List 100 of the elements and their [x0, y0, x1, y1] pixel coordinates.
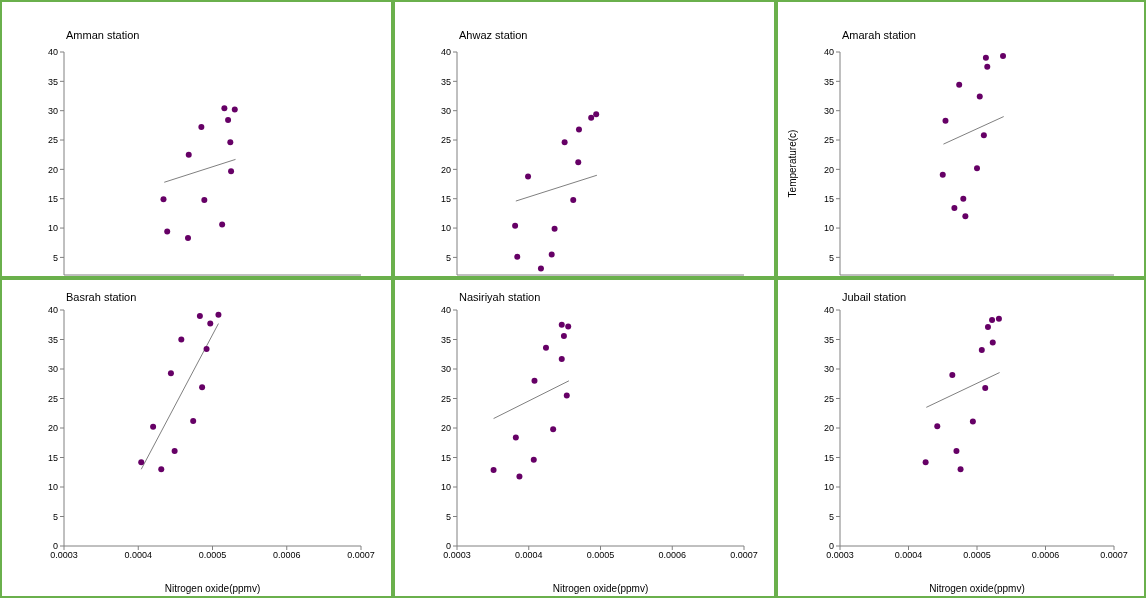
point — [980, 132, 987, 139]
point — [939, 171, 946, 178]
point — [185, 235, 191, 242]
x-tick-label: 0.0006 — [272, 550, 301, 561]
point — [560, 332, 567, 339]
point — [989, 339, 996, 346]
point — [531, 377, 538, 384]
point — [962, 213, 969, 220]
y-tick-label: 5 — [445, 252, 451, 263]
point — [984, 63, 991, 70]
y-tick-label: 0 — [445, 541, 451, 552]
point — [976, 93, 983, 100]
y-tick-label: 40 — [823, 47, 834, 58]
y-tick-label: 15 — [47, 193, 58, 204]
x-tick-label: 0.0007 — [1100, 550, 1128, 561]
y-tick-label: 15 — [47, 452, 58, 463]
point — [516, 473, 523, 480]
y-tick-label: 35 — [823, 334, 834, 345]
y-tick-label: 35 — [440, 334, 451, 345]
y-tick-label: 25 — [440, 393, 451, 404]
y-tick-label: 15 — [440, 193, 451, 204]
point — [207, 320, 214, 327]
point — [158, 466, 165, 473]
point — [575, 159, 582, 166]
y-tick-label: 5 — [828, 252, 834, 263]
point — [225, 117, 232, 124]
x-tick-label: 0.0006 — [1031, 550, 1060, 561]
point — [956, 81, 963, 88]
y-tick-label: 30 — [440, 105, 451, 116]
point — [525, 173, 532, 180]
x-tick-label: 0.0005 — [198, 550, 227, 561]
point — [960, 195, 967, 202]
point — [228, 168, 235, 175]
point — [593, 111, 600, 118]
point — [989, 317, 996, 324]
x-tick-label: 0.0004 — [894, 550, 923, 561]
y-tick-label: 30 — [47, 364, 58, 375]
y-tick-label: 20 — [823, 423, 834, 434]
y-tick-label: 5 — [52, 252, 58, 263]
point — [550, 426, 557, 433]
point — [957, 466, 964, 473]
y-tick-label: 20 — [440, 164, 451, 175]
y-tick-label: 30 — [440, 364, 451, 375]
y-tick-label: 10 — [823, 223, 834, 234]
y-tick-label: 20 — [440, 423, 451, 434]
point — [171, 448, 178, 455]
point — [575, 126, 582, 133]
chart-title: Amman station — [66, 29, 140, 41]
y-tick-label: 40 — [47, 47, 58, 58]
x-axis-title: Nitrogen oxide(ppmv) — [929, 583, 1025, 594]
y-tick-label: 25 — [47, 393, 58, 404]
point — [185, 151, 192, 158]
point — [227, 139, 234, 146]
chart-title: Amarah station — [842, 29, 916, 41]
point — [953, 448, 960, 455]
y-tick-label: 25 — [440, 135, 451, 146]
point — [969, 418, 976, 425]
point — [548, 251, 555, 258]
point — [190, 417, 197, 424]
point — [558, 321, 565, 328]
x-tick-label: 0.0003 — [50, 550, 78, 561]
point — [196, 312, 203, 319]
y-tick-label: 0 — [52, 541, 58, 552]
point — [934, 423, 941, 430]
y-tick-label: 10 — [47, 482, 58, 493]
y-tick-label: 20 — [47, 423, 58, 434]
chart-title: Basrah station — [66, 291, 137, 303]
point — [490, 466, 497, 473]
point — [537, 265, 544, 272]
x-tick-label: 0.0007 — [347, 550, 375, 561]
point — [221, 105, 228, 112]
point — [542, 344, 549, 351]
y-tick-label: 35 — [440, 76, 451, 87]
y-tick-label: 30 — [47, 105, 58, 116]
point — [558, 355, 565, 362]
y-tick-label: 25 — [823, 135, 834, 146]
point — [982, 384, 989, 391]
point — [164, 228, 171, 235]
x-tick-label: 0.0005 — [963, 550, 991, 561]
point — [995, 315, 1002, 322]
y-tick-label: 15 — [823, 452, 834, 463]
point — [215, 311, 222, 318]
point — [565, 323, 572, 330]
chart-title: Jubail station — [842, 291, 907, 303]
point — [167, 370, 174, 377]
point — [588, 114, 595, 121]
point — [231, 106, 238, 113]
point — [219, 221, 226, 228]
point — [514, 253, 521, 260]
y-tick-label: 15 — [823, 193, 834, 204]
y-tick-label: 5 — [828, 511, 834, 522]
point — [512, 434, 519, 441]
point — [951, 205, 958, 212]
x-tick-label: 0.0004 — [124, 550, 153, 561]
y-tick-label: 15 — [440, 452, 451, 463]
point — [978, 347, 985, 354]
y-tick-label: 40 — [823, 305, 834, 316]
point — [160, 196, 167, 203]
point — [138, 459, 145, 466]
x-tick-label: 0.0006 — [658, 550, 687, 561]
